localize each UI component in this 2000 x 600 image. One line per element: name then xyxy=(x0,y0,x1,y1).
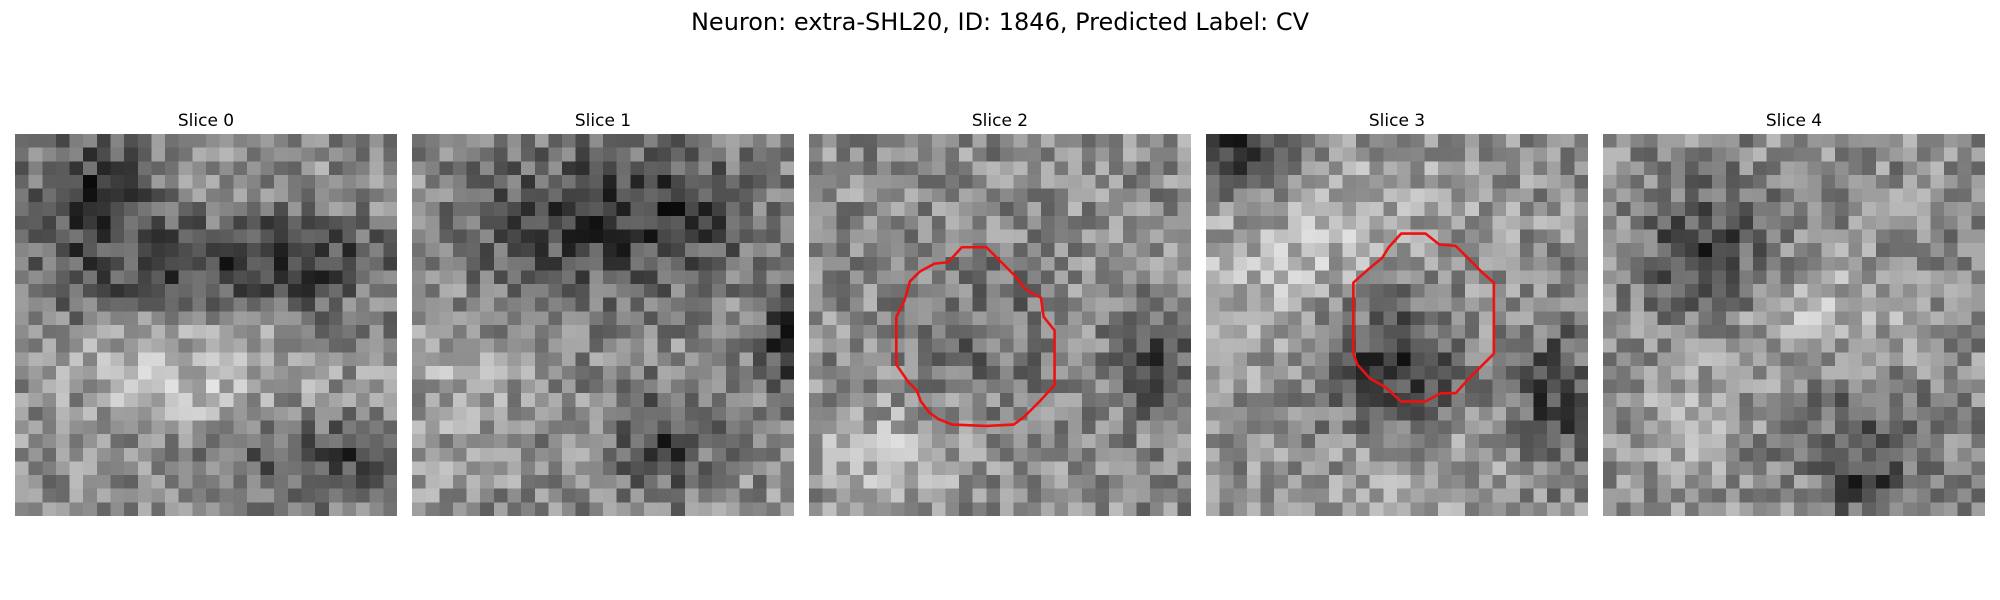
slice-image-2 xyxy=(809,134,1191,516)
slice-panel-1: Slice 1 xyxy=(412,108,794,516)
slice-title: Slice 4 xyxy=(1765,111,1823,131)
figure-title: Neuron: extra-SHL20, ID: 1846, Predicted… xyxy=(690,8,1310,36)
segmentation-contour xyxy=(1352,232,1496,403)
slice-image-4 xyxy=(1603,134,1985,516)
slice-title: Slice 1 xyxy=(574,111,632,131)
slice-panel-4: Slice 4 xyxy=(1603,108,1985,516)
slice-panel-3: Slice 3 xyxy=(1206,108,1588,516)
segmentation-contour xyxy=(895,245,1056,428)
slice-title: Slice 3 xyxy=(1368,111,1426,131)
slice-panel-0: Slice 0 xyxy=(15,108,397,516)
slice-panel-2: Slice 2 xyxy=(809,108,1191,516)
slice-image-3 xyxy=(1206,134,1588,516)
slice-title: Slice 2 xyxy=(971,111,1029,131)
slice-title: Slice 0 xyxy=(177,111,235,131)
slice-image-1 xyxy=(412,134,794,516)
slice-image-0 xyxy=(15,134,397,516)
